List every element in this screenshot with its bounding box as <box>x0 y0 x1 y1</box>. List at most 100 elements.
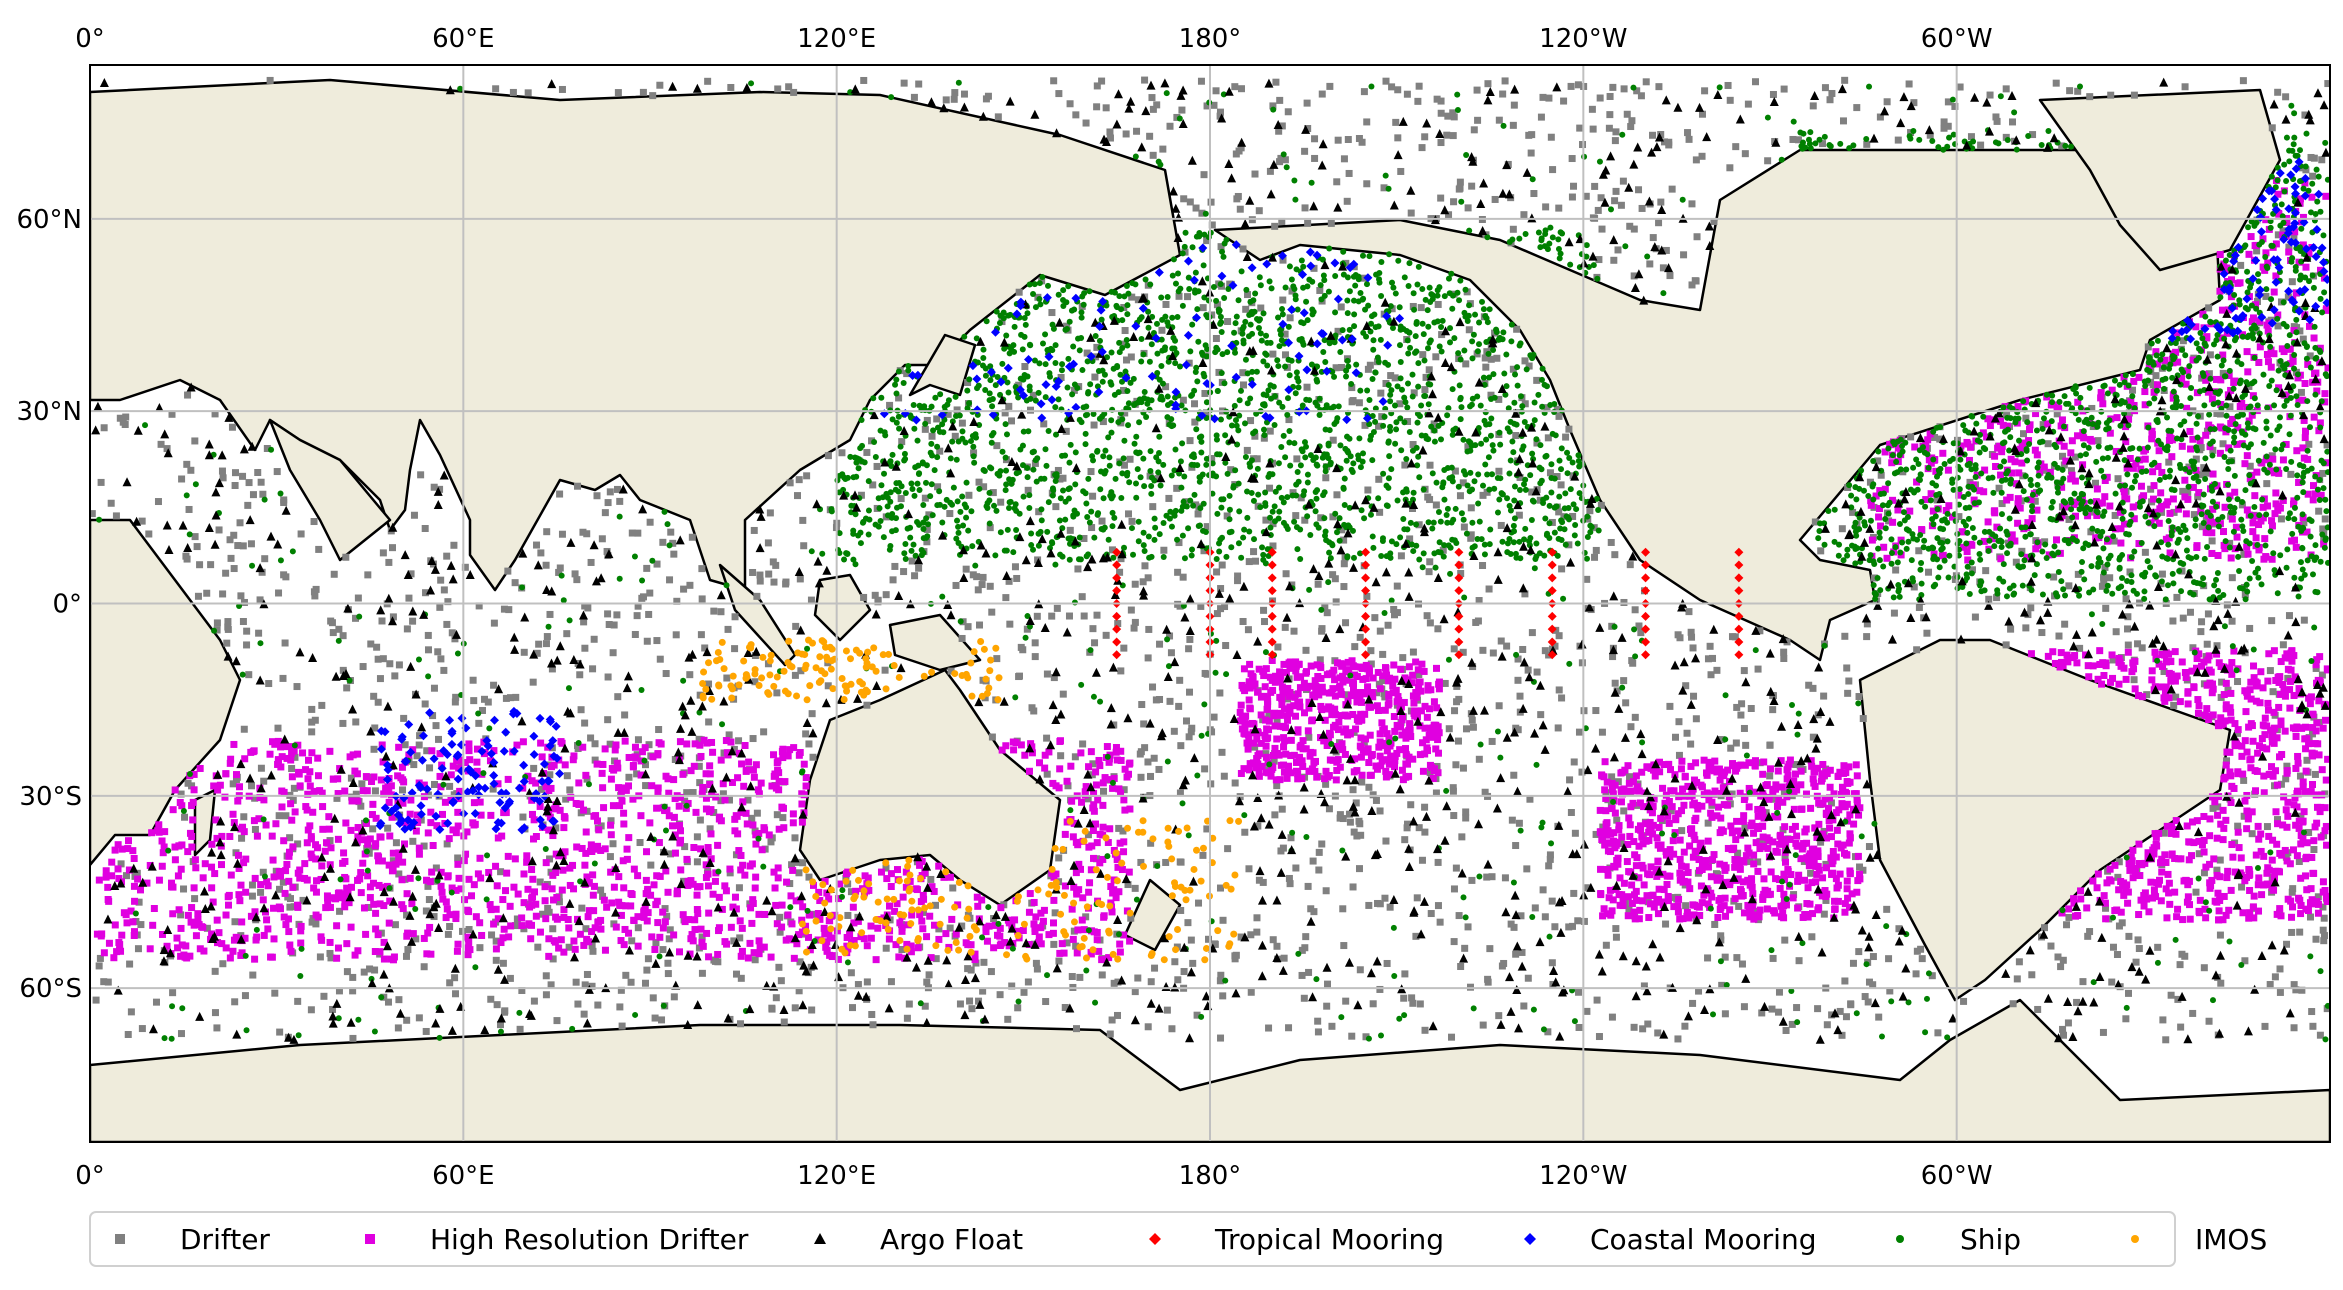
high-resolution-drifter-marker <box>1117 756 1125 764</box>
drifter-marker <box>430 913 438 921</box>
drifter-marker <box>2239 77 2247 85</box>
drifter-marker <box>1554 724 1562 732</box>
high-resolution-drifter-marker <box>1739 891 1747 899</box>
drifter-marker <box>2292 986 2300 994</box>
drifter-marker <box>1276 158 1284 166</box>
high-resolution-drifter-marker <box>1100 913 1108 921</box>
drifter-marker <box>1163 1006 1171 1014</box>
drifter-marker <box>1484 978 1492 986</box>
drifter-marker <box>1185 645 1193 653</box>
drifter-marker <box>887 978 895 986</box>
high-resolution-drifter-marker <box>727 738 735 746</box>
drifter-marker <box>1098 517 1106 525</box>
drifter-marker <box>1936 435 1944 443</box>
high-resolution-drifter-marker <box>567 793 575 801</box>
drifter-marker <box>1450 812 1458 820</box>
drifter-marker <box>122 872 130 880</box>
drifter-marker <box>689 789 697 797</box>
drifter-marker <box>421 700 429 708</box>
high-resolution-drifter-marker <box>688 931 696 939</box>
high-resolution-drifter-marker <box>1814 852 1822 860</box>
high-resolution-drifter-marker <box>615 898 623 906</box>
high-resolution-drifter-marker <box>1664 892 1672 900</box>
high-resolution-drifter-marker <box>1269 751 1277 759</box>
high-resolution-drifter-marker <box>1369 674 1377 682</box>
drifter-marker <box>1050 674 1058 682</box>
drifter-marker <box>1244 626 1252 634</box>
drifter-marker <box>2277 780 2285 788</box>
drifter-marker <box>1692 156 1700 164</box>
drifter-marker <box>642 782 650 790</box>
drifter-marker <box>2208 537 2216 545</box>
high-resolution-drifter-marker <box>177 865 185 873</box>
drifter-marker <box>1740 667 1748 675</box>
high-resolution-drifter-marker <box>676 839 684 847</box>
high-resolution-drifter-marker <box>826 934 834 942</box>
high-resolution-drifter-marker <box>1120 931 1128 939</box>
drifter-marker <box>980 483 988 491</box>
drifter-marker <box>226 536 234 544</box>
high-resolution-drifter-marker <box>1103 743 1111 751</box>
high-resolution-drifter-marker <box>948 915 956 923</box>
drifter-marker <box>1008 417 1016 425</box>
drifter-marker <box>2263 823 2271 831</box>
high-resolution-drifter-marker <box>699 783 707 791</box>
high-resolution-drifter-marker <box>288 743 296 751</box>
drifter-marker <box>1280 954 1288 962</box>
drifter-marker <box>426 764 434 772</box>
drifter-marker <box>579 528 587 536</box>
drifter-marker <box>1541 913 1549 921</box>
drifter-marker <box>1301 516 1309 524</box>
high-resolution-drifter-marker <box>1110 774 1118 782</box>
high-resolution-drifter-marker <box>1063 777 1071 785</box>
high-resolution-drifter-marker <box>1252 764 1260 772</box>
drifter-marker <box>1698 152 1706 160</box>
drifter-marker <box>750 526 758 534</box>
drifter-marker <box>1479 646 1487 654</box>
drifter-marker <box>444 598 452 606</box>
drifter-marker <box>2186 608 2194 616</box>
drifter-marker <box>1242 305 1250 313</box>
high-resolution-drifter-marker <box>1391 675 1399 683</box>
drifter-marker <box>505 606 513 614</box>
drifter-marker <box>365 844 373 852</box>
high-resolution-drifter-marker <box>379 883 387 891</box>
drifter-marker <box>2226 403 2234 411</box>
drifter-marker <box>730 937 738 945</box>
drifter-marker <box>122 413 130 421</box>
drifter-marker <box>457 760 465 768</box>
drifter-marker <box>2197 471 2205 479</box>
high-resolution-drifter-marker <box>1359 663 1367 671</box>
drifter-marker <box>1305 733 1313 741</box>
high-resolution-drifter-marker <box>719 780 727 788</box>
drifter-marker <box>1301 944 1309 952</box>
high-resolution-drifter-marker <box>1296 684 1304 692</box>
drifter-marker <box>1043 670 1051 678</box>
drifter-marker <box>777 977 785 985</box>
drifter-marker <box>1944 122 1952 130</box>
high-resolution-drifter-marker <box>473 758 481 766</box>
high-resolution-drifter-marker <box>441 798 449 806</box>
drifter-marker <box>1087 468 1095 476</box>
drifter-marker <box>402 952 410 960</box>
drifter-marker <box>1883 905 1891 913</box>
drifter-marker <box>2109 943 2117 951</box>
drifter-marker <box>666 926 674 934</box>
drifter-marker <box>2261 1022 2269 1030</box>
drifter-marker <box>279 878 287 886</box>
drifter-marker <box>2053 410 2061 418</box>
drifter-marker <box>2013 975 2021 983</box>
high-resolution-drifter-marker <box>1690 911 1698 919</box>
high-resolution-drifter-marker <box>902 868 910 876</box>
drifter-marker <box>1565 541 1573 549</box>
high-resolution-drifter-marker <box>1794 904 1802 912</box>
africa-landmass <box>90 518 242 867</box>
drifter-marker <box>645 610 653 618</box>
high-resolution-drifter-marker <box>213 834 221 842</box>
drifter-marker <box>2018 547 2026 555</box>
drifter-marker <box>903 1014 911 1022</box>
high-resolution-drifter-marker <box>1251 680 1259 688</box>
high-resolution-drifter-marker <box>1660 886 1668 894</box>
drifter-marker <box>1437 97 1445 105</box>
high-resolution-drifter-marker <box>1635 874 1643 882</box>
